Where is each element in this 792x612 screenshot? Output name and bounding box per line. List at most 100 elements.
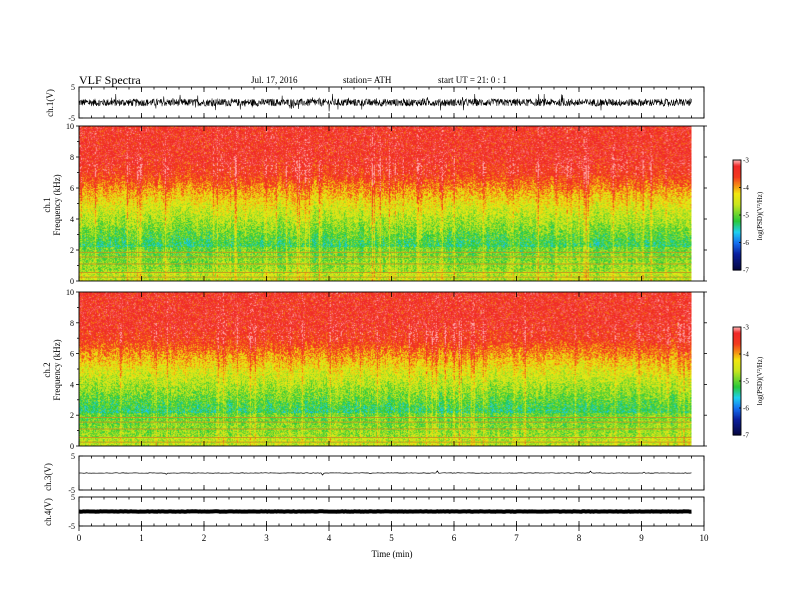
x-tick-label: 5 (389, 533, 394, 543)
ch1-colorbar-segment (733, 249, 741, 252)
ch2-colorbar-segment (733, 389, 741, 392)
ch1-colorbar-segment (733, 264, 741, 267)
ch3-ylabel: ch.3(V) (43, 463, 53, 491)
ch2-colorbar-segment (733, 333, 741, 336)
ch2-colorbar-segment (733, 387, 741, 390)
ch1-colorbar-segment (733, 260, 741, 263)
ch1-colorbar-segment (733, 231, 741, 234)
ch1-colorbar: -3 -4 -5 -6 -7 (732, 157, 749, 275)
ch2-colorbar-segment (733, 376, 741, 379)
ch2-colorbar-segment (733, 368, 741, 371)
ch2-colorbar-segment (733, 372, 741, 375)
ch1-colorbar-segment (733, 162, 741, 165)
ch2-spec-ylabel-frequency: Frequency (kHz) (52, 339, 62, 400)
ch2-colorbar-segment (733, 351, 741, 354)
ch1-colorbar-segment (733, 234, 741, 237)
ch1-colorbar-segment (733, 201, 741, 204)
ch1-colorbar-segment (733, 210, 741, 213)
ch1-colorbar-segment (733, 235, 741, 238)
ch2-colorbar-segment (733, 414, 741, 417)
ch2-colorbar: -3 -4 -5 -6 -7 (732, 324, 749, 440)
ch1-colorbar-segment (733, 224, 741, 227)
x-axis-label: Time (min) (372, 549, 413, 559)
ch1-colorbar-segment (733, 254, 741, 257)
ch2-colorbar-segment (733, 420, 741, 423)
ch1-colorbar-segment (733, 172, 741, 175)
ch1-colorbar-segment (733, 199, 741, 202)
ch1-colorbar-segment (733, 226, 741, 228)
ch2-colorbar-segment (733, 413, 741, 416)
ch2-colorbar-segment (733, 363, 741, 366)
ch1-colorbar-segment (733, 195, 741, 198)
ch1-spectrogram-image (79, 126, 692, 281)
ch1-colorbar-segment (733, 243, 741, 246)
ch1-colorbar-segment (733, 215, 741, 217)
ch2-colorbar-segment (733, 339, 741, 342)
time-axis: 0 1 2 3 4 5 6 7 8 9 10 (77, 87, 709, 543)
ch1-colorbar-segment (733, 179, 741, 182)
ch2-colorbar-segment (733, 375, 741, 378)
ch2-colorbar-segment (733, 382, 741, 385)
ch1-spec-ylabel-channel: ch.1 (42, 197, 52, 212)
ch2-colorbar-segment (733, 399, 741, 402)
ch1-ytick-label: 10 (66, 122, 74, 131)
ch2-colorbar-tick-label: -5 (743, 378, 749, 386)
x-tick-label: 0 (77, 533, 82, 543)
ch4-ylabel: ch.4(V) (43, 498, 53, 526)
ch2-colorbar-segment (733, 390, 741, 393)
ch3-trace (78, 470, 692, 476)
ch2-colorbar-segment (733, 374, 741, 377)
ch1-colorbar-segment (733, 191, 741, 194)
ch1-colorbar-segment (733, 177, 741, 180)
ch1-ytick-label: 2 (70, 246, 74, 255)
x-tick-label: 2 (202, 533, 207, 543)
ch1-spec-ylabel-frequency: Frequency (kHz) (52, 174, 62, 235)
ch2-colorbar-segment (733, 336, 741, 339)
ch2-ytick-label: 0 (70, 442, 74, 451)
ch1-colorbar-segment (733, 169, 741, 172)
ch1-colorbar-segment (733, 253, 741, 256)
ch3-ytick-label: 5 (71, 452, 75, 461)
ch2-colorbar-segment (733, 340, 741, 343)
ch2-colorbar-segment (733, 379, 741, 382)
ch1-colorbar-segment (733, 187, 741, 190)
ch2-colorbar-segment (733, 332, 741, 335)
ch2-colorbar-segment (733, 347, 741, 350)
ch2-colorbar-segment (733, 429, 741, 432)
ch1-colorbar-segment (733, 217, 741, 220)
ch2-spectrogram-panel: 10 8 6 4 2 0 (66, 288, 707, 451)
ch2-colorbar-label: log(PSD)(V²/Hz) (756, 356, 764, 405)
ch2-colorbar-segment (733, 393, 741, 396)
ch2-colorbar-segment (733, 412, 741, 414)
ch1-colorbar-segment (733, 208, 741, 211)
ch1-colorbar-segment (733, 202, 741, 205)
ch1-colorbar-segment (733, 206, 741, 209)
ch2-colorbar-segment (733, 391, 741, 394)
ch2-colorbar-segment (733, 366, 741, 369)
ch1-colorbar-segment (733, 160, 741, 162)
ch2-colorbar-segment (733, 329, 741, 332)
station-label: station= ATH (343, 75, 392, 85)
ch2-colorbar-segment (733, 328, 741, 331)
ch2-colorbar-segment (733, 337, 741, 340)
ch1-spectrogram-panel: 10 8 6 4 2 0 (66, 122, 707, 286)
ch1-colorbar-segment (733, 166, 741, 169)
ch2-colorbar-segment (733, 398, 741, 401)
x-tick-label: 4 (327, 533, 332, 543)
ch2-colorbar-segment (733, 341, 741, 344)
ch1-colorbar-segment (733, 250, 741, 253)
ch2-colorbar-segment (733, 421, 741, 424)
ch2-colorbar-segment (733, 403, 741, 406)
ch2-colorbar-segment (733, 371, 741, 374)
ch1-colorbar-segment (733, 265, 741, 268)
ch1-colorbar-segment (733, 263, 741, 266)
ch2-colorbar-segment (733, 402, 741, 405)
ch2-colorbar-segment (733, 349, 741, 352)
ch1-colorbar-segment (733, 267, 741, 270)
ch1-colorbar-segment (733, 216, 741, 219)
ch2-ytick-label: 8 (70, 319, 74, 328)
ch1-colorbar-segment (733, 257, 741, 260)
ch1-colorbar-segment (733, 198, 741, 201)
ch1-colorbar-segment (733, 239, 741, 242)
ch2-colorbar-segment (733, 359, 741, 362)
